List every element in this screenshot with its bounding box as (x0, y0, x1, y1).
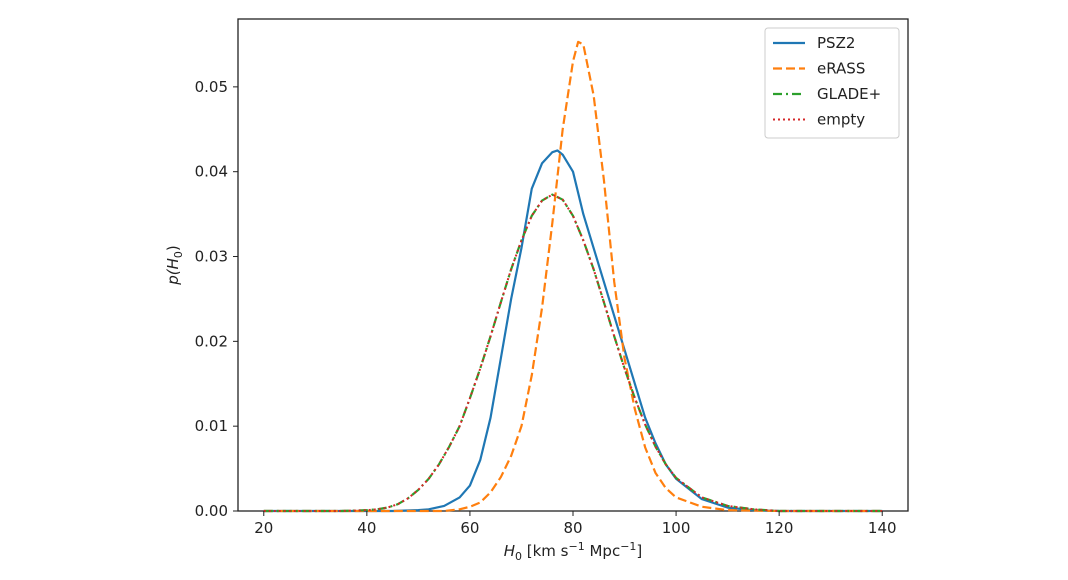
series-line-erass (263, 40, 883, 513)
x-tick-label: 80 (563, 519, 582, 537)
x-axis-label-sub: 0 (515, 550, 522, 563)
y-axis-ticks: 0.00 0.01 0.02 0.03 0.04 0.05 (195, 78, 238, 520)
x-axis-label-main: H (504, 542, 515, 560)
x-tick-label: 20 (254, 519, 273, 537)
y-axis-label-main: H (164, 258, 182, 269)
y-tick-label: 0.01 (195, 417, 228, 435)
y-axis-label-post: ) (164, 245, 182, 251)
y-tick-label: 0.04 (195, 163, 228, 181)
legend-box (764, 27, 900, 139)
x-axis-label-unit-prefix: [km s (522, 542, 569, 560)
legend-label: PSZ2 (817, 34, 855, 52)
x-tick-label: 140 (868, 519, 897, 537)
series-line-empty (263, 193, 883, 512)
legend-label: eRASS (817, 60, 865, 78)
y-tick-label: 0.02 (195, 332, 228, 350)
series-line-glade (263, 193, 883, 513)
x-tick-label: 40 (357, 519, 376, 537)
y-axis-label-pre: p( (164, 268, 182, 286)
legend-label: empty (817, 111, 865, 129)
x-axis-label-sup2: −1 (620, 540, 636, 553)
x-tick-label: 60 (460, 519, 479, 537)
y-tick-label: 0.00 (195, 502, 228, 520)
legend-label: GLADE+ (817, 85, 881, 103)
x-tick-label: 120 (765, 519, 794, 537)
y-tick-label: 0.03 (195, 248, 228, 266)
series-layer (263, 40, 883, 513)
x-axis-label: H0 [km s−1 Mpc−1] (504, 540, 643, 563)
x-axis-label-sup1: −1 (569, 540, 585, 553)
x-axis-label-unit-suffix: ] (636, 542, 642, 560)
x-axis-label-unit-mid: Mpc (585, 542, 620, 560)
series-line-psz2 (263, 149, 883, 513)
legend-entries: PSZ2 eRASS GLADE+ empty (773, 34, 881, 129)
y-tick-label: 0.05 (195, 78, 228, 96)
legend: PSZ2 eRASS GLADE+ empty (764, 27, 900, 139)
y-axis-label-sub: 0 (172, 251, 185, 258)
y-axis-label: p(H0) (164, 245, 185, 286)
x-tick-label: 100 (662, 519, 691, 537)
x-axis-ticks: 20 40 60 80 100 120 140 (254, 511, 897, 537)
